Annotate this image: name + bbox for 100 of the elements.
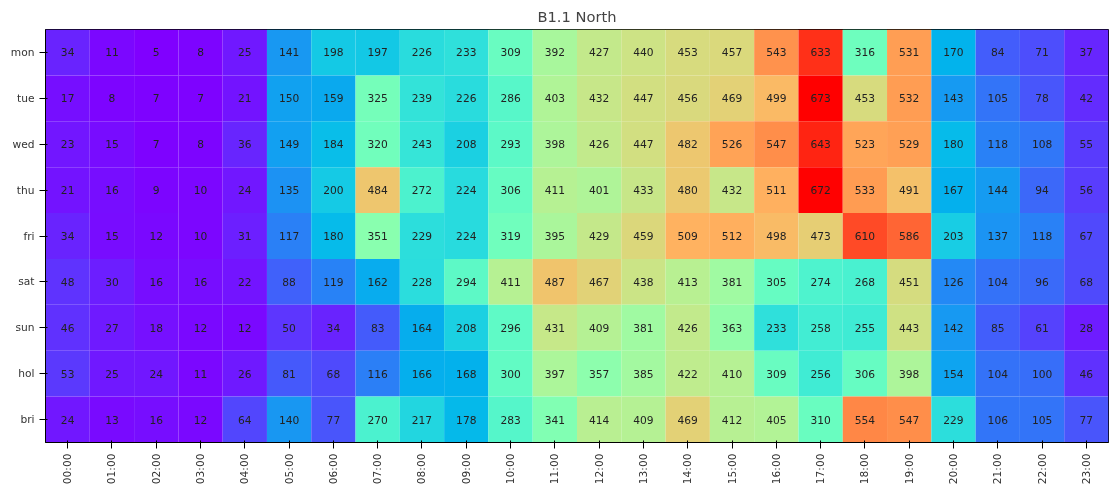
data-label: 21 [60, 184, 75, 198]
data-label: 217 [411, 413, 433, 427]
data-label: 482 [677, 138, 698, 152]
data-label: 268 [854, 275, 876, 289]
data-label: 529 [899, 138, 920, 152]
data-label: 228 [411, 275, 433, 289]
data-label: 491 [899, 184, 920, 198]
data-label: 306 [854, 367, 876, 381]
data-label: 67 [1079, 230, 1094, 243]
y-tick-label: sun [15, 321, 35, 335]
x-tick-label: 12:00 [592, 453, 606, 485]
data-label: 633 [810, 46, 831, 60]
data-label: 8 [108, 92, 116, 106]
data-label: 162 [367, 275, 388, 289]
data-label: 105 [1031, 413, 1053, 427]
data-label: 12 [193, 413, 208, 427]
data-label: 433 [633, 184, 654, 198]
data-label: 12 [238, 321, 252, 335]
data-label: 167 [943, 184, 964, 198]
data-label: 310 [810, 413, 831, 427]
data-label: 208 [456, 321, 477, 335]
data-label: 25 [238, 46, 252, 60]
data-label: 100 [1031, 367, 1053, 381]
data-label: 7 [152, 92, 160, 106]
data-label: 11 [105, 46, 119, 60]
x-tick-label: 22:00 [1035, 453, 1049, 485]
data-label: 381 [633, 321, 654, 335]
data-label: 498 [766, 230, 787, 243]
data-label: 357 [588, 367, 610, 381]
data-label: 300 [500, 367, 521, 381]
data-label: 16 [193, 275, 208, 289]
data-label: 320 [367, 138, 389, 152]
data-label: 431 [544, 321, 566, 335]
data-label: 473 [810, 230, 831, 243]
data-label: 118 [1031, 230, 1053, 243]
data-label: 16 [105, 184, 119, 198]
x-tick-label: 13:00 [636, 453, 650, 485]
data-label: 16 [149, 413, 164, 427]
x-tick-label: 16:00 [769, 453, 783, 485]
data-label: 21 [238, 92, 252, 106]
data-label: 398 [899, 367, 920, 381]
data-label: 8 [197, 138, 205, 152]
data-label: 673 [810, 92, 831, 106]
data-label: 135 [278, 184, 300, 198]
data-label: 61 [1035, 321, 1049, 335]
data-label: 166 [411, 367, 433, 381]
data-label: 411 [500, 275, 521, 289]
data-label: 426 [677, 321, 699, 335]
data-label: 672 [810, 184, 831, 198]
data-label: 197 [367, 46, 388, 60]
data-label: 523 [854, 138, 876, 152]
data-label: 512 [721, 230, 743, 243]
x-tick-label: 19:00 [902, 453, 916, 485]
data-label: 405 [766, 413, 787, 427]
data-label: 78 [1035, 92, 1050, 106]
y-tick-label: bri [20, 413, 35, 427]
data-label: 531 [899, 46, 920, 60]
data-label: 306 [500, 184, 521, 198]
data-label: 351 [367, 230, 388, 243]
data-label: 68 [1079, 275, 1094, 289]
data-label: 12 [149, 230, 164, 243]
x-tick-label: 21:00 [991, 453, 1005, 485]
data-label: 48 [60, 275, 75, 289]
data-label: 413 [677, 275, 698, 289]
data-label: 487 [544, 275, 566, 289]
data-label: 184 [323, 138, 344, 152]
data-label: 198 [323, 46, 344, 60]
data-label: 9 [152, 184, 160, 198]
data-label: 68 [326, 367, 341, 381]
data-label: 511 [766, 184, 787, 198]
data-label: 309 [500, 46, 521, 60]
data-label: 18 [149, 321, 164, 335]
data-label: 150 [278, 92, 300, 106]
data-label: 104 [987, 367, 1009, 381]
data-label: 554 [854, 413, 876, 427]
x-tick-label: 03:00 [194, 453, 208, 485]
y-tick-label: wed [12, 137, 35, 151]
data-label: 429 [588, 230, 610, 243]
x-tick-label: 18:00 [858, 453, 872, 485]
data-label: 105 [987, 92, 1008, 106]
data-label: 459 [633, 230, 654, 243]
data-label: 17 [60, 92, 75, 106]
data-label: 94 [1035, 184, 1050, 198]
y-tick-label: hol [18, 367, 35, 381]
x-tick-label: 09:00 [459, 453, 473, 485]
data-label: 467 [588, 275, 610, 289]
data-label: 255 [854, 321, 876, 335]
x-tick-label: 23:00 [1079, 453, 1093, 485]
data-label: 643 [810, 138, 831, 152]
data-label: 15 [105, 138, 119, 152]
data-label: 200 [323, 184, 344, 198]
data-label: 26 [238, 367, 252, 381]
data-label: 325 [367, 92, 388, 106]
data-label: 256 [810, 367, 831, 381]
y-tick-label: thu [16, 183, 35, 197]
data-label: 385 [633, 367, 654, 381]
data-label: 119 [323, 275, 344, 289]
data-label: 412 [721, 413, 743, 427]
data-label: 77 [326, 413, 341, 427]
data-label: 363 [721, 321, 743, 335]
